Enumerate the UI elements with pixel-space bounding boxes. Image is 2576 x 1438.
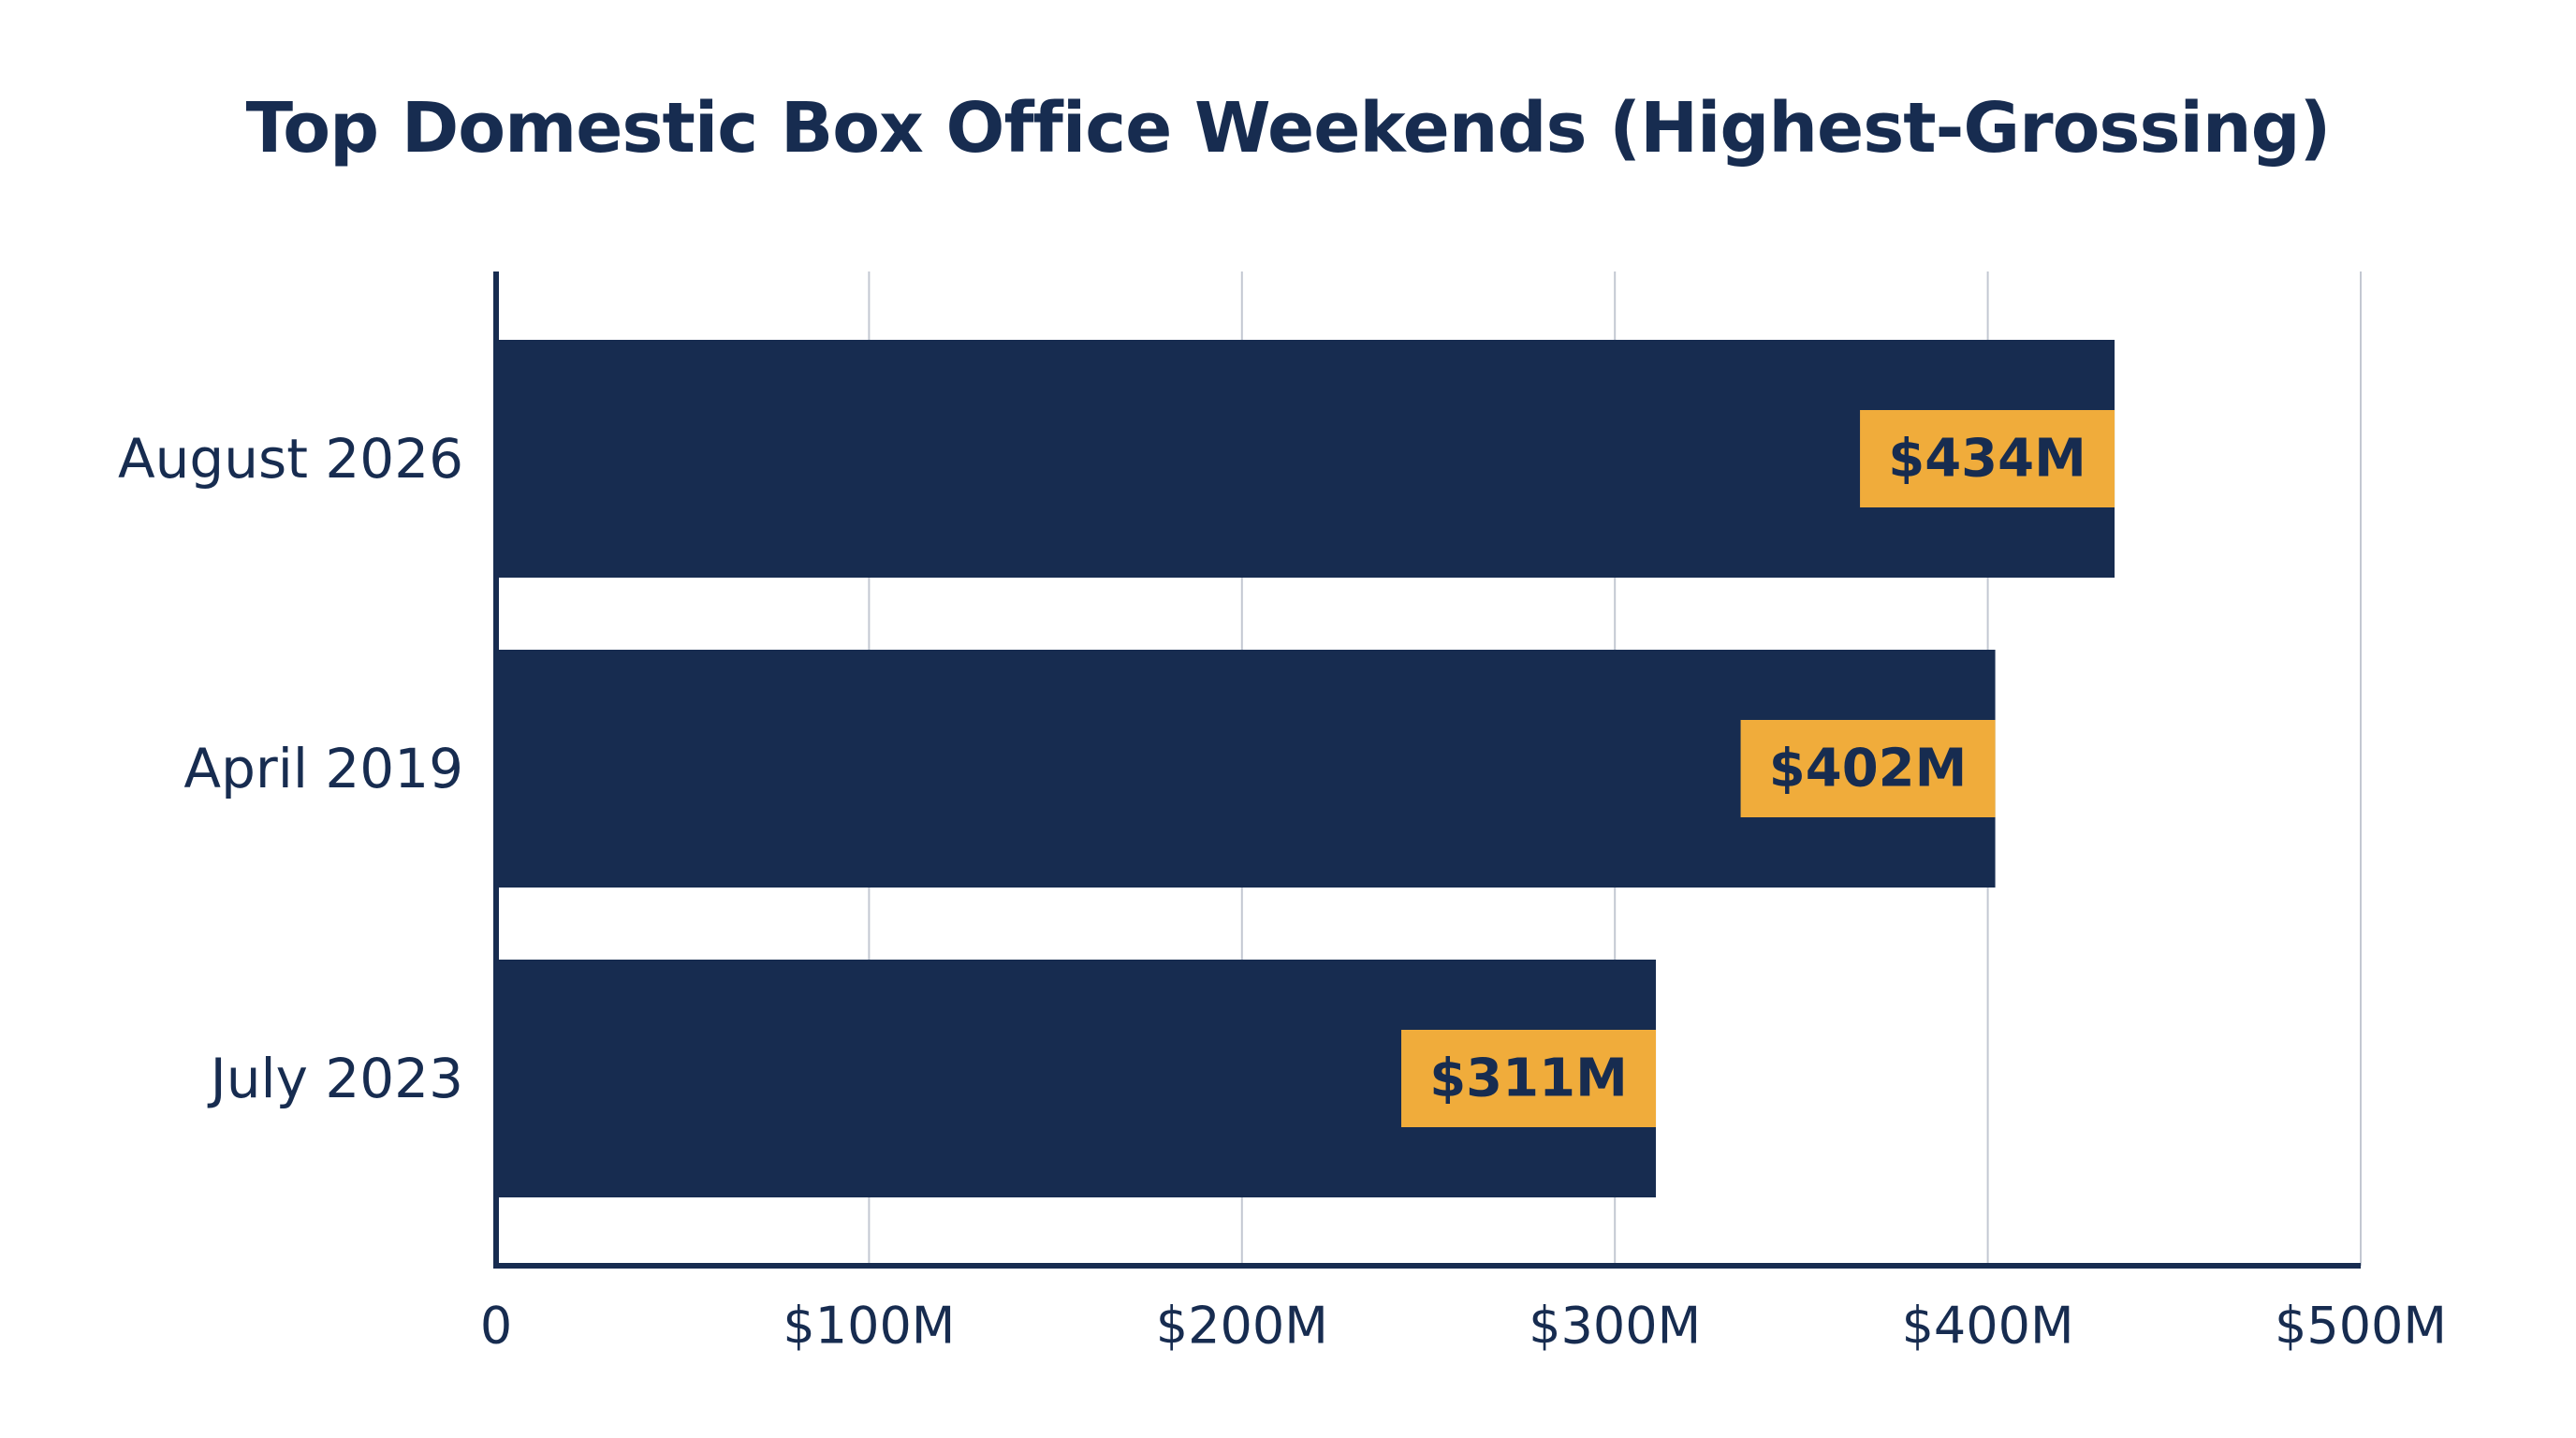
value-label-box — [1860, 410, 2115, 507]
x-tick-label: $100M — [783, 1297, 955, 1356]
axes — [493, 271, 2361, 1269]
value-label-box — [1740, 720, 1996, 817]
category-label: July 2023 — [208, 1047, 463, 1110]
category-labels: August 2026 April 2019 July 2023 — [118, 427, 463, 1110]
chart-title: Top Domestic Box Office Weekends (Highes… — [245, 88, 2332, 169]
x-tick-label: $400M — [1902, 1297, 2074, 1356]
x-tick-label: 0 — [480, 1297, 512, 1356]
value-label: $402M — [1769, 739, 1968, 800]
bar — [496, 340, 2115, 578]
value-label-box — [1401, 1030, 1657, 1127]
x-tick-label: $300M — [1529, 1297, 1701, 1356]
category-label: August 2026 — [118, 427, 463, 491]
bars: $434M $402M $311M — [496, 340, 2115, 1197]
value-label: $434M — [1888, 429, 2086, 490]
x-tick-label: $500M — [2275, 1297, 2447, 1356]
x-tick-labels: 0 $100M $200M $300M $400M $500M — [480, 1297, 2447, 1356]
value-label: $311M — [1429, 1049, 1628, 1109]
x-tick-label: $200M — [1156, 1297, 1328, 1356]
category-label: April 2019 — [183, 737, 463, 800]
